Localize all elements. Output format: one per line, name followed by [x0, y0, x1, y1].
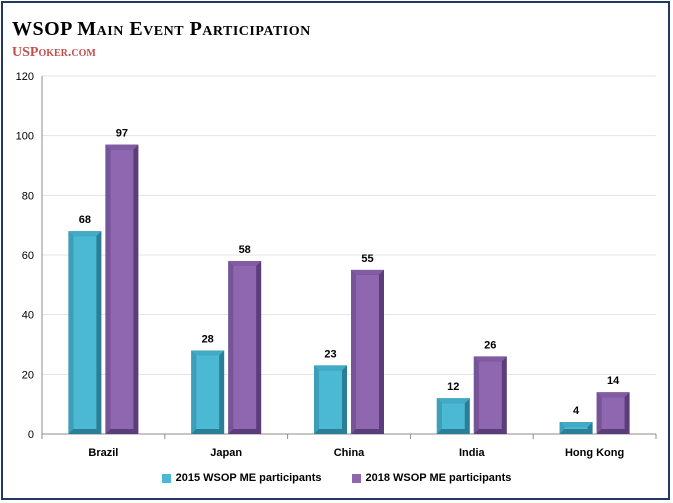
bar-bevel-top	[436, 398, 470, 404]
y-tick-label-0: 0	[28, 429, 34, 441]
bar-face	[441, 403, 465, 429]
bar-face	[601, 397, 625, 429]
bar-bevel-left	[314, 365, 319, 434]
x-tick-label-china: China	[334, 447, 365, 459]
bar-2018-china	[351, 269, 384, 434]
bar-2015-china	[314, 365, 347, 434]
data-label-2018-india: 26	[484, 339, 496, 351]
bar-bevel-left	[436, 398, 442, 434]
bar-2018-hong-kong	[596, 392, 630, 434]
data-label-2015-japan: 28	[202, 333, 214, 345]
chart-subtitle: USPoker.com	[12, 45, 96, 60]
y-tick-label-80: 80	[22, 190, 34, 202]
y-tick-label-100: 100	[16, 131, 34, 143]
legend-label-2018: 2018 WSOP ME participants	[365, 472, 512, 484]
bar-face	[110, 149, 134, 429]
data-label-2015-india: 12	[447, 381, 459, 393]
x-tick-label-india: India	[459, 447, 486, 459]
bar-bevel-left	[191, 350, 197, 434]
data-label-2015-hong-kong: 4	[573, 405, 580, 417]
bar-bevel-top	[105, 144, 139, 150]
legend: 2015 WSOP ME participants 2018 WSOP ME p…	[0, 472, 673, 484]
y-tick-label-20: 20	[22, 369, 34, 381]
bar-bevel-left	[105, 144, 111, 434]
legend-swatch-2018	[351, 473, 361, 483]
bar-bevel-top	[191, 350, 225, 356]
data-label-2015-brazil: 68	[79, 214, 91, 226]
data-label-2018-china: 55	[361, 253, 373, 265]
bar-2015-brazil	[68, 231, 102, 434]
x-tick-label-brazil: Brazil	[88, 447, 118, 459]
bar-face	[564, 427, 588, 429]
data-label-2018-brazil: 97	[116, 128, 128, 140]
bar-2015-india	[436, 398, 470, 434]
y-tick-label-60: 60	[22, 250, 34, 262]
bar-bevel-left	[68, 231, 74, 434]
bar-bevel-top	[473, 356, 507, 362]
bar-face	[356, 274, 379, 429]
bar-bevel-top	[314, 365, 347, 371]
legend-swatch-2015	[161, 473, 171, 483]
bar-2015-hong-kong	[559, 422, 593, 434]
bar-2018-japan	[228, 260, 262, 434]
bar-bevel-left	[596, 392, 602, 434]
bar-bevel-left	[559, 422, 565, 434]
bar-face	[478, 361, 502, 429]
bar-face	[233, 265, 257, 429]
chart-title: WSOP Main Event Participation	[12, 18, 311, 40]
x-tick-label-japan: Japan	[210, 447, 242, 459]
data-label-2018-hong-kong: 14	[607, 375, 620, 387]
bar-bevel-top	[68, 231, 102, 237]
bar-face	[73, 236, 97, 429]
legend-item-2015: 2015 WSOP ME participants	[161, 472, 322, 484]
data-label-2018-japan: 58	[239, 244, 251, 256]
y-tick-label-120: 120	[16, 71, 34, 83]
data-label-2015-china: 23	[324, 348, 336, 360]
bar-bevel-left	[473, 356, 479, 434]
bar-bevel-top	[228, 260, 262, 266]
x-tick-label-hong-kong: Hong Kong	[565, 447, 624, 459]
bar-bevel-top	[351, 269, 384, 275]
bar-2018-india	[473, 356, 507, 434]
bar-bevel-top	[596, 392, 630, 398]
bar-face	[196, 355, 220, 429]
bar-bevel-top	[559, 422, 593, 428]
bar-2015-japan	[191, 350, 225, 434]
bar-2018-brazil	[105, 144, 139, 434]
y-tick-label-40: 40	[22, 310, 34, 322]
bar-face	[319, 370, 342, 429]
legend-item-2018: 2018 WSOP ME participants	[351, 472, 512, 484]
legend-label-2015: 2015 WSOP ME participants	[175, 472, 322, 484]
bar-bevel-left	[228, 260, 234, 434]
bar-bevel-left	[351, 269, 356, 434]
